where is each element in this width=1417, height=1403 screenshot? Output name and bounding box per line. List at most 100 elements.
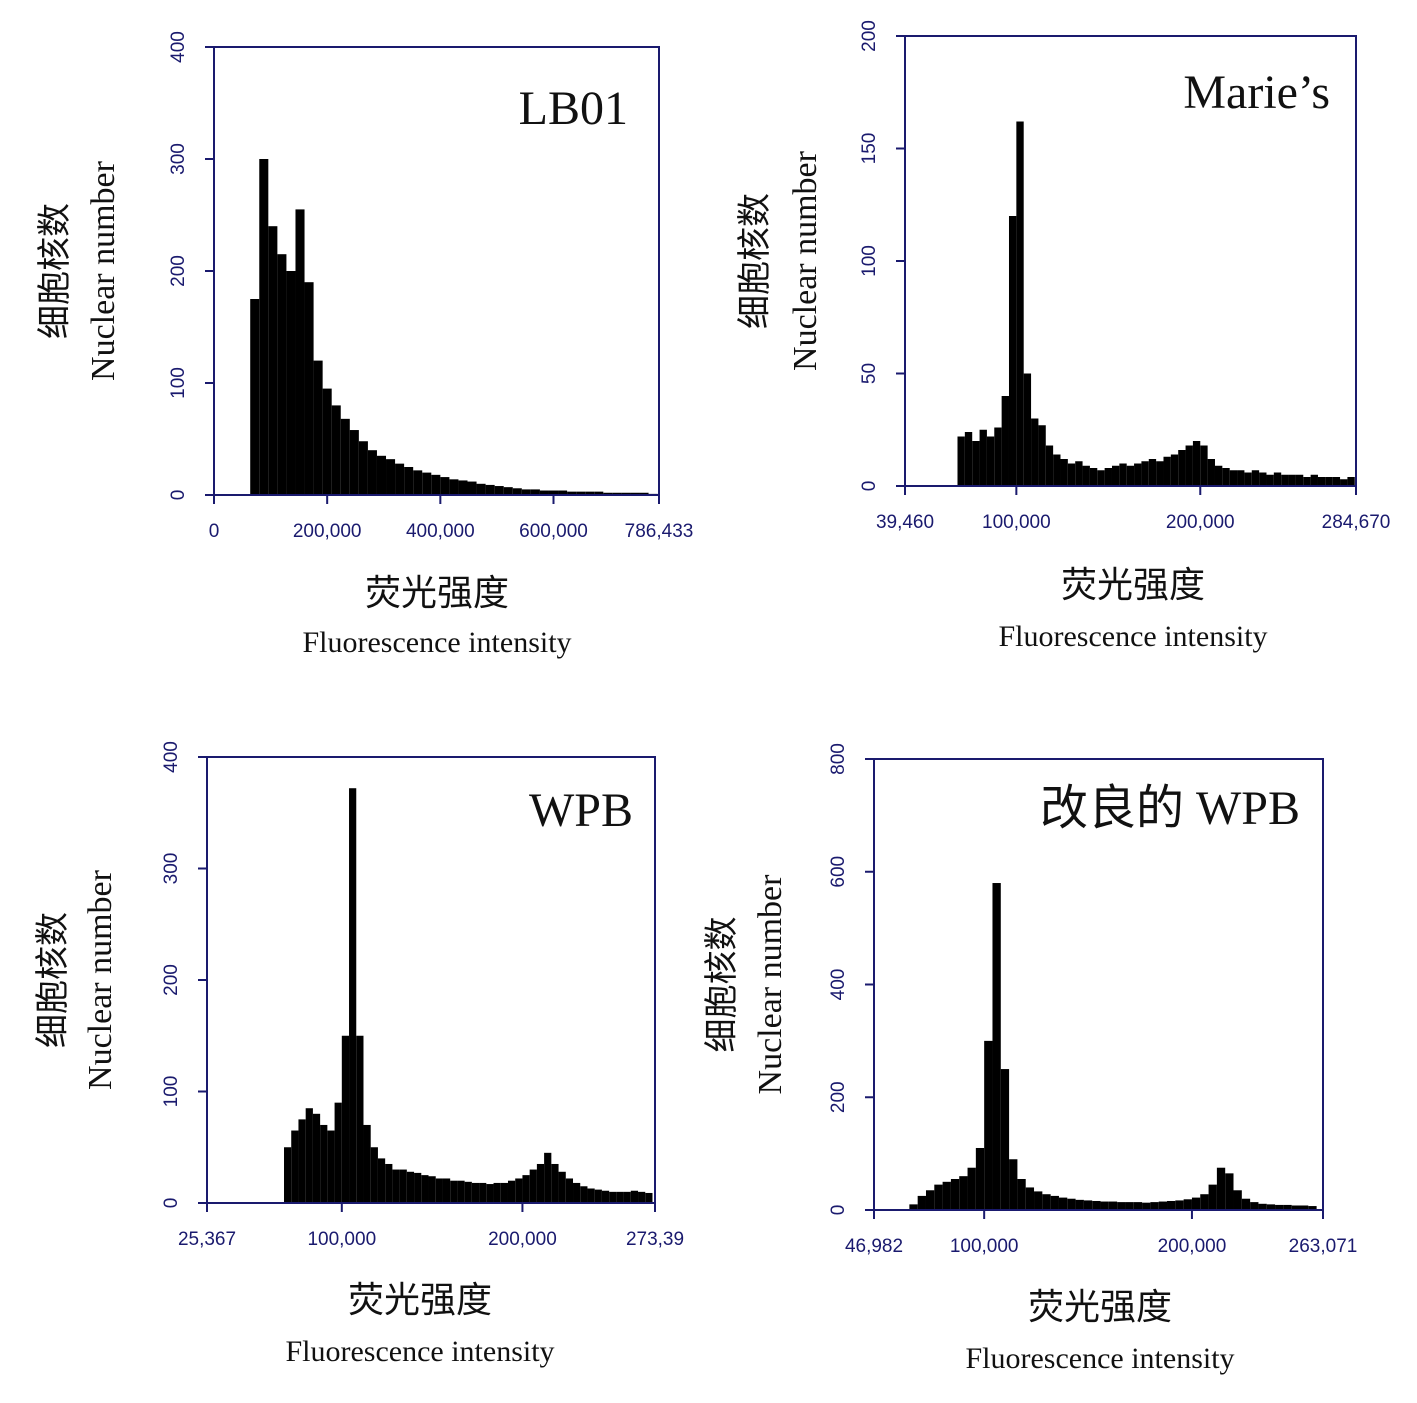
histogram-bar bbox=[551, 1163, 559, 1203]
histogram-bar bbox=[964, 432, 973, 486]
histogram-bar bbox=[1214, 465, 1223, 486]
histogram-bar bbox=[1150, 1202, 1159, 1210]
y-tick-label: 100 bbox=[161, 1076, 182, 1108]
histogram-bar bbox=[1275, 1204, 1284, 1210]
x-tick-label: 200,000 bbox=[1166, 512, 1235, 533]
histogram-bar bbox=[349, 430, 359, 495]
histogram-bar bbox=[386, 459, 396, 495]
histogram-bar bbox=[1317, 477, 1326, 486]
histogram-bar bbox=[1042, 1194, 1051, 1210]
histogram-bar bbox=[341, 1035, 350, 1203]
histogram-bar bbox=[1244, 472, 1252, 486]
histogram-bar bbox=[1251, 470, 1260, 486]
histogram-bar bbox=[925, 1190, 935, 1210]
histogram-bar bbox=[363, 1124, 371, 1203]
histogram-bar bbox=[449, 479, 459, 495]
histogram-bar bbox=[1299, 1205, 1309, 1210]
histogram-bar bbox=[1092, 1200, 1101, 1210]
histogram-bar bbox=[539, 490, 549, 495]
histogram-bar bbox=[1025, 1187, 1035, 1210]
histogram-bar bbox=[1191, 1197, 1201, 1210]
histogram-bar bbox=[565, 1178, 574, 1203]
histogram-bar bbox=[399, 1169, 407, 1203]
histogram-bar bbox=[467, 481, 477, 495]
histogram-bar bbox=[585, 491, 595, 495]
histogram-bar bbox=[1183, 1199, 1192, 1210]
histogram-bar bbox=[485, 484, 495, 495]
histogram-bar bbox=[298, 1119, 306, 1203]
histogram-bar bbox=[1119, 463, 1127, 486]
histogram-bar bbox=[320, 1124, 328, 1203]
histogram-bar bbox=[340, 418, 350, 495]
x-axis-label-zh: 荧光强度 bbox=[1028, 1287, 1172, 1327]
histogram-bar bbox=[1050, 1195, 1059, 1210]
histogram-bar bbox=[975, 1147, 985, 1210]
histogram-bar bbox=[284, 1147, 292, 1203]
histogram-bar bbox=[1083, 1200, 1093, 1210]
histogram-bar bbox=[603, 492, 613, 495]
histogram-bar bbox=[1148, 459, 1157, 486]
histogram-bar bbox=[1117, 1202, 1126, 1210]
histogram-bar bbox=[1125, 1202, 1134, 1210]
y-tick-label: 300 bbox=[168, 143, 189, 175]
x-tick-label: 100,000 bbox=[950, 1236, 1019, 1257]
histogram-bar bbox=[268, 226, 278, 495]
y-tick-label: 0 bbox=[859, 481, 880, 492]
x-axis-label: Fluorescence intensity bbox=[302, 626, 571, 659]
histogram-bar bbox=[1175, 1200, 1184, 1210]
histogram-bar bbox=[616, 1191, 624, 1203]
histogram-bar bbox=[1001, 396, 1009, 486]
histogram-bar bbox=[1310, 474, 1318, 486]
y-axis-label: Nuclear number bbox=[82, 869, 119, 1090]
histogram-bar bbox=[1259, 472, 1267, 486]
histogram-bar bbox=[1000, 1069, 1010, 1210]
histogram-bar bbox=[376, 455, 387, 495]
histogram-bar bbox=[986, 436, 995, 486]
histogram-bar bbox=[1163, 456, 1171, 486]
histogram-bar bbox=[349, 788, 357, 1203]
histogram-bar bbox=[1229, 470, 1238, 486]
histogram-bar bbox=[1009, 1159, 1018, 1210]
histogram-bar bbox=[1200, 1194, 1209, 1210]
y-tick-label: 150 bbox=[859, 133, 880, 165]
histogram-bar bbox=[1023, 373, 1032, 486]
histogram-bar bbox=[414, 1172, 422, 1203]
histogram-bar bbox=[500, 1182, 508, 1203]
histogram-bar bbox=[601, 1190, 610, 1203]
histogram-bar bbox=[1134, 463, 1142, 486]
histogram-bar bbox=[1178, 450, 1186, 486]
y-tick-label: 300 bbox=[161, 853, 182, 885]
x-tick-label: 46,982 bbox=[845, 1236, 903, 1257]
panel-title: 改良的 WPB bbox=[1040, 782, 1300, 835]
histogram-bar bbox=[1273, 472, 1282, 486]
histogram-bar bbox=[645, 1192, 653, 1203]
histogram-bar bbox=[621, 492, 631, 495]
histogram-bar bbox=[521, 489, 531, 495]
histogram-bar bbox=[440, 477, 450, 495]
y-axis-label: Nuclear number bbox=[85, 160, 122, 381]
x-tick-label: 284,670 bbox=[1322, 512, 1391, 533]
histogram-bar bbox=[435, 1178, 443, 1203]
y-tick-label: 600 bbox=[828, 856, 849, 888]
histogram-bar bbox=[1208, 1184, 1217, 1210]
histogram-bar bbox=[1075, 461, 1083, 486]
histogram-bar bbox=[1295, 474, 1304, 486]
histogram-bar bbox=[1008, 216, 1017, 486]
histogram-bar bbox=[1291, 1205, 1300, 1210]
histogram-bar bbox=[1089, 468, 1098, 486]
y-tick-label: 200 bbox=[168, 255, 189, 287]
histogram-bar bbox=[259, 159, 269, 495]
y-tick-label: 200 bbox=[828, 1081, 849, 1113]
histogram-bar bbox=[313, 360, 323, 495]
histogram-bar bbox=[1034, 1191, 1043, 1210]
x-axis-label: Fluorescence intensity bbox=[998, 620, 1267, 653]
histogram-bar bbox=[471, 1182, 480, 1203]
histogram-bar bbox=[493, 1182, 501, 1203]
x-axis-label: Fluorescence intensity bbox=[285, 1335, 554, 1368]
histogram-bar bbox=[304, 282, 314, 495]
histogram-bar bbox=[1067, 463, 1076, 486]
histogram-bar bbox=[957, 436, 965, 486]
histogram-bar bbox=[548, 490, 559, 495]
histogram-bar bbox=[512, 488, 522, 495]
